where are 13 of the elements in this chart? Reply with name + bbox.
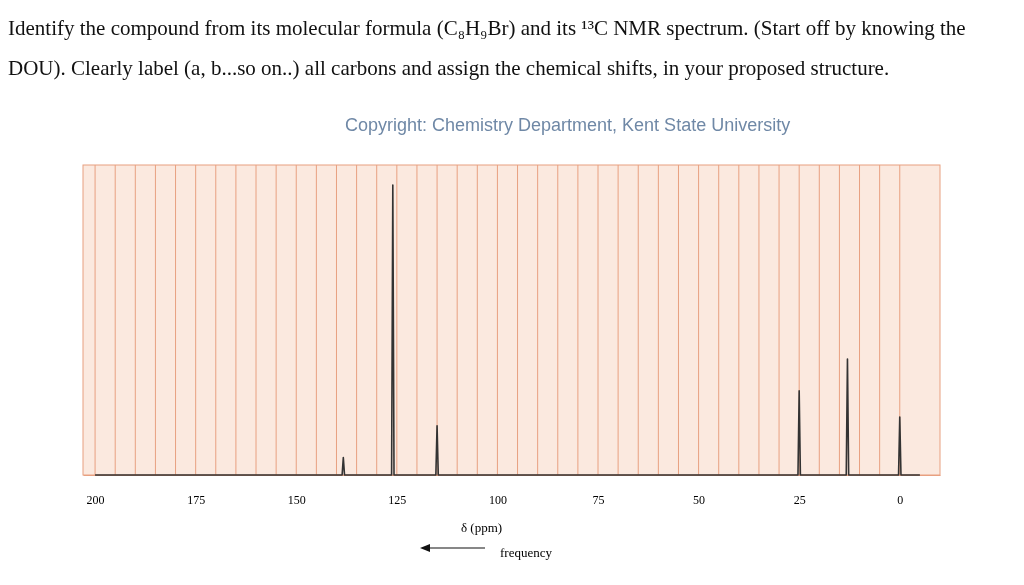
x-tick-label: 175: [187, 492, 206, 507]
x-tick-label: 150: [287, 492, 306, 507]
chart-title: Identify the compound from its molecular formula (C₈H₉Br) and its ¹³C NMR spectrum. (Start off by knowing the DOU). Clearly label (a, b...so on..) all carbons and assign the chemical shifts, in your proposed structure.: [8, 15, 967, 82]
x-tick-label: 125: [388, 492, 407, 507]
x-tick-label: 200: [86, 492, 105, 507]
x-tick-label: 75: [592, 492, 605, 507]
x-tick-label: 50: [693, 492, 706, 507]
x-tick-label: 0: [897, 492, 904, 507]
x-tick-label: 25: [793, 492, 806, 507]
text: Copyright: Chemistry Department, Kent State University: [345, 115, 791, 136]
x-axis-title: δ (ppm): [460, 520, 503, 535]
text: frequency: [500, 545, 553, 560]
x-tick-label: 100: [488, 492, 507, 507]
